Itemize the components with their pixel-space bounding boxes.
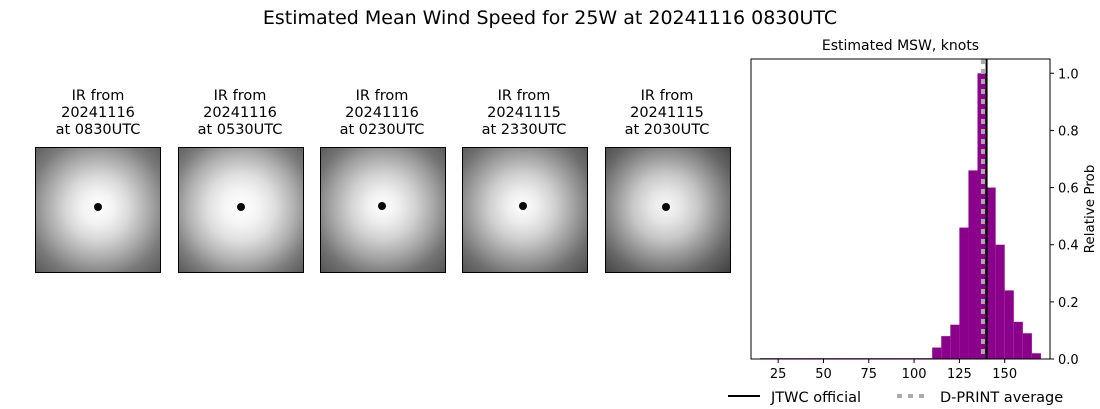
x-tick-label: 50 (815, 367, 832, 382)
legend-dprint-label: D-PRINT average (940, 390, 1063, 406)
y-tick-label: 1.0 (1058, 67, 1079, 82)
ir-panel-line1: IR from (640, 88, 694, 104)
y-tick-label: 0.0 (1058, 353, 1079, 368)
histogram-bar (932, 347, 942, 359)
histogram-bar (1004, 290, 1014, 359)
y-axis-ticks: 0.0 0.2 0.4 0.6 0.8 1.0 (1050, 67, 1079, 368)
chart-title: Estimated MSW, knots (822, 38, 979, 54)
x-tick-label: 125 (947, 367, 972, 382)
ir-panel-title: IR from 20241116 at 0230UTC (307, 88, 457, 139)
y-tick-label: 0.6 (1058, 182, 1079, 197)
storm-eye (237, 203, 245, 211)
ir-satellite-image (35, 147, 161, 273)
ir-panel-line3: at 0830UTC (55, 122, 141, 138)
y-tick-label: 0.8 (1058, 124, 1079, 139)
legend-jtwc-label: JTWC official (770, 390, 861, 406)
histogram-bar (959, 227, 969, 359)
ir-panel-line2: 20241116 (203, 105, 277, 121)
ir-panel-line1: IR from (497, 88, 551, 104)
ir-panel-line2: 20241115 (630, 105, 704, 121)
y-tick-label: 0.4 (1058, 239, 1079, 254)
ir-satellite-image (320, 147, 446, 273)
x-tick-label: 75 (861, 367, 878, 382)
ir-panel-title: IR from 20241115 at 2330UTC (449, 88, 599, 139)
ir-panel-line2: 20241115 (487, 105, 561, 121)
x-tick-label: 100 (902, 367, 927, 382)
legend: JTWC official D-PRINT average (728, 390, 1063, 406)
x-axis-ticks: 25 50 75 100 125 150 (770, 359, 1017, 382)
histogram-bar (1022, 333, 1032, 359)
histogram-bars (760, 73, 1041, 360)
histogram-bar (995, 244, 1005, 359)
y-tick-label: 0.2 (1058, 296, 1079, 311)
ir-panel-line1: IR from (355, 88, 409, 104)
ir-satellite-image (462, 147, 588, 273)
ir-satellite-image (605, 147, 731, 273)
histogram-bar (986, 187, 996, 359)
ir-panel-title: IR from 20241115 at 2030UTC (592, 88, 742, 139)
storm-eye (662, 203, 670, 211)
ir-panel-line2: 20241116 (61, 105, 135, 121)
ir-panel-title: IR from 20241116 at 0830UTC (23, 88, 173, 139)
histogram-bar (950, 324, 960, 359)
histogram-bar (941, 336, 951, 359)
reference-lines (980, 59, 988, 359)
x-tick-label: 150 (992, 367, 1017, 382)
plot-frame (750, 58, 1051, 360)
ir-panel-line3: at 2330UTC (481, 122, 567, 138)
ir-panel-line3: at 0530UTC (197, 122, 283, 138)
figure-title: Estimated Mean Wind Speed for 25W at 202… (262, 7, 838, 29)
histogram-bar (968, 170, 978, 359)
ir-panel-line1: IR from (71, 88, 125, 104)
x-tick-label: 25 (770, 367, 787, 382)
histogram-bar (977, 73, 987, 360)
storm-eye (378, 202, 386, 210)
ir-panel-line2: 20241116 (345, 105, 419, 121)
storm-eye (519, 202, 527, 210)
histogram-bar (1031, 353, 1041, 359)
histogram-bar (1013, 321, 1023, 359)
ir-panel-title: IR from 20241116 at 0530UTC (165, 88, 315, 139)
ir-panel-line1: IR from (213, 88, 267, 104)
y-axis-label: Relative Prob (1082, 165, 1098, 254)
ir-panel-line3: at 2030UTC (624, 122, 710, 138)
ir-panel-line3: at 0230UTC (339, 122, 425, 138)
storm-eye (94, 203, 102, 211)
ir-satellite-image (178, 147, 304, 273)
